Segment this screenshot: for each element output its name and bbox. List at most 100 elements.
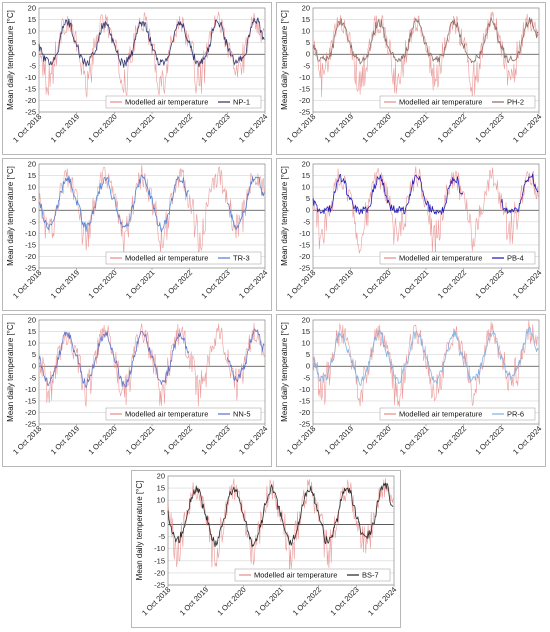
y-tick-label: -10	[25, 229, 36, 238]
legend-box	[379, 95, 536, 109]
x-tick-label: 1 Oct 2018	[11, 424, 43, 456]
y-tick-label: 10	[157, 496, 165, 505]
chart-panel-np-1: -25 -20 -15 -10 -5 0 5 10 15 20 Mean daily tempera…	[2, 2, 272, 155]
series-line-bs-7	[167, 482, 394, 548]
x-tick-label: 1 Oct 2023	[473, 112, 505, 144]
series-line-modelled-air-temperature	[312, 11, 539, 98]
legend: Modelled air temperature NP-1	[105, 95, 262, 109]
series-line-modelled-air-temperature	[312, 166, 539, 258]
x-tick-label: 1 Oct 2021	[398, 112, 430, 144]
y-tick-label: 0	[32, 206, 36, 215]
y-tick-label: -5	[29, 61, 36, 70]
y-tick-label: 15	[302, 327, 310, 336]
x-tick-label: 1 Oct 2021	[253, 585, 285, 617]
chart-panel-nn-5: -25 -20 -15 -10 -5 0 5 10 15 20 Mean daily tempera…	[2, 314, 272, 467]
chart-panel-pb-4: -25 -20 -15 -10 -5 0 5 10 15 20 Mean daily tempera…	[276, 158, 546, 311]
y-tick-label: 15	[28, 327, 36, 336]
y-tick-label: -5	[303, 217, 310, 226]
series-line-ph-2	[312, 16, 539, 65]
legend: Modelled air temperature PH-2	[379, 95, 536, 109]
x-tick-label: 1 Oct 2023	[199, 112, 231, 144]
y-axis-label: Mean daily temperature [°C]	[280, 10, 289, 110]
y-tick-label: 10	[302, 27, 310, 36]
y-tick-label: -5	[29, 373, 36, 382]
x-tick-label: 1 Oct 2021	[398, 268, 430, 300]
y-tick-label: 0	[32, 50, 36, 59]
y-tick-label: -10	[25, 385, 36, 394]
x-tick-label: 1 Oct 2018	[11, 112, 43, 144]
y-tick-label: -10	[299, 385, 310, 394]
y-tick-label: 0	[306, 50, 310, 59]
x-tick-label: 1 Oct 2018	[285, 424, 317, 456]
y-tick-label: -25	[25, 108, 36, 117]
x-tick-label: 1 Oct 2018	[285, 268, 317, 300]
y-tick-label: -20	[25, 96, 36, 105]
y-axis-label: Mean daily temperature [°C]	[6, 10, 15, 110]
legend-entry: Modelled air temperature	[125, 98, 208, 107]
x-tick-label: 1 Oct 2024	[237, 112, 269, 144]
x-tick-label: 1 Oct 2023	[473, 268, 505, 300]
x-tick-label: 1 Oct 2019	[49, 112, 81, 144]
x-tick-label: 1 Oct 2023	[199, 424, 231, 456]
x-tick-label: 1 Oct 2024	[237, 268, 269, 300]
y-tick-label: -15	[25, 84, 36, 93]
y-axis-label: Mean daily temperature [°C]	[6, 322, 15, 422]
series-line-pb-4	[312, 173, 539, 215]
series-line-pr-6	[312, 326, 539, 386]
y-tick-label: -20	[25, 252, 36, 261]
x-tick-label: 1 Oct 2018	[285, 112, 317, 144]
y-tick-label: 0	[32, 362, 36, 371]
y-tick-label: 0	[306, 206, 310, 215]
series-line-modelled-air-temperature	[38, 164, 265, 257]
x-tick-label: 1 Oct 2019	[178, 585, 210, 617]
y-tick-label: -25	[299, 420, 310, 429]
chart-svg: -25 -20 -15 -10 -5 0 5 10 15 20 Mean daily tempera…	[280, 316, 543, 457]
y-tick-label: 20	[157, 472, 165, 481]
y-tick-label: 0	[161, 520, 165, 529]
y-tick-label: 5	[306, 350, 310, 359]
x-tick-label: 1 Oct 2024	[511, 268, 543, 300]
x-tick-label: 1 Oct 2020	[360, 112, 392, 144]
series-line-modelled-air-temperature	[38, 322, 265, 407]
y-tick-label: -20	[154, 568, 165, 577]
y-tick-label: 15	[302, 171, 310, 180]
legend: Modelled air temperature PR-6	[379, 407, 536, 421]
x-tick-label: 1 Oct 2019	[323, 424, 355, 456]
y-tick-label: -15	[25, 240, 36, 249]
y-tick-label: -15	[299, 84, 310, 93]
legend-entry: Modelled air temperature	[399, 98, 482, 107]
y-tick-label: 20	[302, 316, 310, 325]
chart-panel-tr-3: -25 -20 -15 -10 -5 0 5 10 15 20 Mean daily tempera…	[2, 158, 272, 311]
y-tick-label: -25	[299, 264, 310, 273]
chart-panel-ph-2: -25 -20 -15 -10 -5 0 5 10 15 20 Mean daily tempera…	[276, 2, 546, 155]
y-tick-label: 15	[28, 15, 36, 24]
y-tick-label: 20	[302, 160, 310, 169]
y-tick-label: 20	[28, 316, 36, 325]
y-tick-label: -10	[299, 229, 310, 238]
x-tick-label: 1 Oct 2019	[323, 112, 355, 144]
y-tick-label: -15	[25, 396, 36, 405]
x-tick-label: 1 Oct 2020	[86, 112, 118, 144]
y-tick-label: 20	[28, 160, 36, 169]
y-tick-label: -20	[25, 408, 36, 417]
y-tick-label: 5	[306, 38, 310, 47]
x-tick-label: 1 Oct 2018	[140, 585, 172, 617]
legend-entry: NP-1	[233, 98, 250, 107]
y-tick-label: -5	[158, 532, 165, 541]
legend-box	[105, 95, 262, 109]
y-tick-label: -5	[29, 217, 36, 226]
x-tick-label: 1 Oct 2022	[162, 112, 194, 144]
legend-entry: Modelled air temperature	[125, 254, 208, 263]
y-tick-label: -20	[299, 96, 310, 105]
legend-box	[105, 407, 262, 421]
x-tick-label: 1 Oct 2020	[215, 585, 247, 617]
series-line-nn-5	[38, 328, 265, 388]
x-tick-label: 1 Oct 2023	[199, 268, 231, 300]
y-tick-label: -15	[154, 556, 165, 565]
legend-entry: PB-4	[507, 254, 524, 263]
y-tick-label: 20	[302, 4, 310, 13]
y-tick-label: -15	[299, 240, 310, 249]
y-tick-label: 20	[28, 4, 36, 13]
y-axis-label: Mean daily temperature [°C]	[135, 481, 144, 581]
legend-box	[379, 251, 536, 265]
